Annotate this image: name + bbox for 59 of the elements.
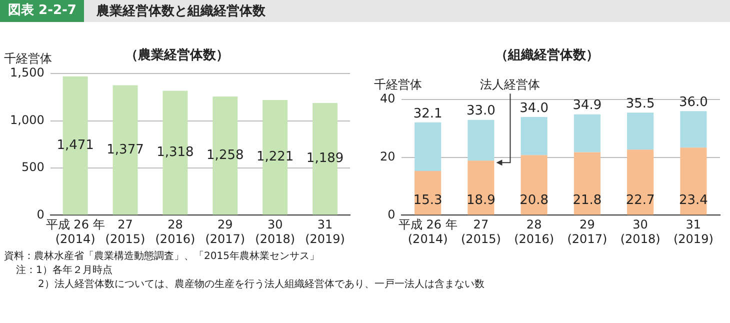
chart-title: （組織経営体数） [495,47,599,64]
data-label: 21.8 [572,193,602,208]
x-tick-label: 28 (2016) [514,218,554,246]
total-label: 34.0 [520,100,549,116]
x-tick-label: 27 (2015) [105,218,146,246]
bar [520,155,548,215]
y-tick-label: 500 [21,160,44,174]
data-label: 1,471 [56,138,94,153]
x-tick-label: 平成 26 年 (2014) [398,218,458,246]
bar [468,120,494,161]
text: 図表 2-2-7 [0,0,84,22]
bar [574,152,600,215]
bar [414,122,442,171]
data-label: 1,377 [106,142,144,158]
bar [627,112,654,150]
bar [627,150,654,215]
x-tick-label: 平成 26 年 (2014) [46,218,105,246]
data-label: 20.8 [520,193,549,208]
text: 資料：農林水産省「農業構造動態調査」、「2015年農林業センサス」 [4,250,320,264]
y-tick-label: 20 [380,150,396,164]
x-tick-label: 31 (2019) [305,218,345,246]
x-tick-label: 29 (2017) [205,218,246,246]
x-tick-label: 30 (2018) [255,218,296,246]
total-label: 34.9 [572,98,602,114]
bar [574,114,600,152]
y-axis-title: 千経営体 [4,52,52,66]
bar [520,116,548,156]
total-label: 32.1 [413,106,442,122]
text: 農業経営体数と組織経営体数 [96,3,266,20]
y-tick-label: 40 [380,92,396,106]
data-label: 22.7 [626,193,655,208]
data-label: 1,189 [306,151,344,166]
x-tick-label: 31 (2019) [673,218,714,246]
y-tick-label: 0 [388,207,396,222]
x-tick-label: 29 (2017) [567,218,608,246]
data-label: 18.9 [466,193,496,208]
bar [680,148,707,215]
bar [680,111,707,148]
y-axis-title: 千経営体 [374,78,422,92]
y-tick-label: 0 [36,207,44,222]
total-label: 35.5 [626,96,655,112]
data-label: 1,318 [156,145,194,160]
data-label: 23.4 [678,193,708,208]
text: 法人経営体 [480,78,540,92]
x-tick-label: 28 (2016) [155,218,196,246]
data-label: 1,258 [206,148,244,163]
y-tick-label: 1,000 [10,112,44,127]
y-tick-label: 1,500 [10,66,44,80]
bar [468,160,494,215]
chart-title: （農業経営体数） [125,47,229,64]
total-label: 33.0 [466,104,496,119]
x-tick-label: 27 (2015) [461,218,501,246]
x-tick-label: 30 (2018) [620,218,660,246]
data-label: 15.3 [413,193,442,208]
total-label: 36.0 [678,95,708,110]
text: 2）法人経営体数については、農産物の生産を行う法人組織経営体であり、一戸一法人は含まない数 [37,278,486,292]
bar [414,170,442,215]
text: 注：1）各年２月時点 [15,264,114,278]
data-label: 1,221 [256,150,294,165]
